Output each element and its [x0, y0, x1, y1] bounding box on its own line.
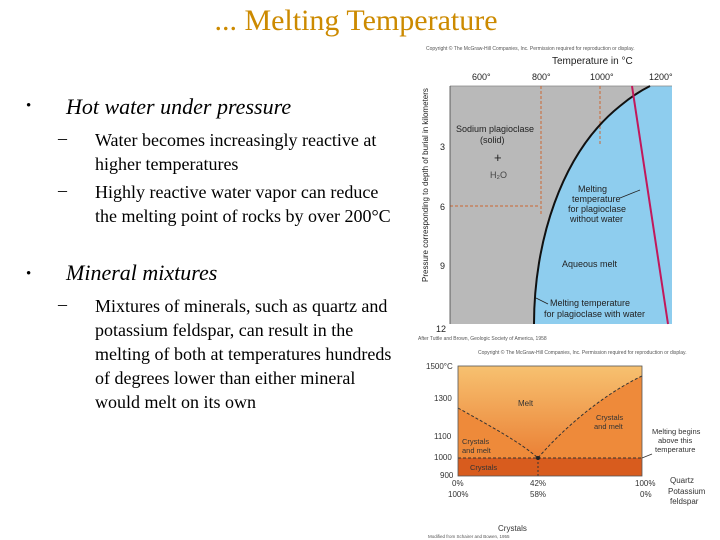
without-water-line4: without water: [569, 214, 623, 224]
figure2-credit: Modified from Schairer and Bowen, 1955: [428, 534, 510, 539]
crystals-melt-left-1: Crystals: [462, 437, 489, 446]
slide-title: ... Melting Temperature: [214, 4, 498, 37]
sub-bullet-vapor: Highly reactive water vapor can reduce t…: [95, 182, 391, 226]
figure2-copyright: Copyright © The McGraw-Hill Companies, I…: [478, 349, 687, 356]
melting-begins-3: temperature: [655, 445, 695, 454]
solid-label-line1: Sodium plagioclase: [456, 124, 534, 134]
bullet-mineral-mixtures: Mineral mixtures: [66, 260, 218, 285]
melting-begins-2: above this: [658, 436, 692, 445]
y-tick-900: 900: [440, 471, 454, 480]
x-tick-800: 800°: [532, 72, 551, 82]
bullet-hot-water: Hot water under pressure: [66, 94, 292, 119]
melt-label: Melt: [518, 399, 534, 408]
quartz-label: Quartz: [670, 476, 694, 485]
h2o-label: H₂O: [490, 170, 507, 180]
y-tick-6: 6: [440, 202, 445, 212]
x-tick-1000: 1000°: [590, 72, 614, 82]
aqueous-melt-label: Aqueous melt: [562, 259, 618, 269]
liquidus-left: [457, 407, 539, 459]
sub-bullet-reactive: Water becomes increasingly reactive at h…: [95, 130, 377, 174]
without-water-line2: temperature: [572, 194, 621, 204]
feldspar-pct-0: 0%: [640, 490, 652, 499]
feldspar-pct-58: 58%: [530, 490, 546, 499]
y-tick-1100: 1100: [434, 432, 452, 441]
crystals-melt-right-1: Crystals: [596, 413, 623, 422]
without-water-line1: Melting: [578, 184, 607, 194]
feldspar-label-2: feldspar: [670, 497, 699, 506]
dash-glyph: –: [58, 180, 67, 200]
y-tick-1500: 1500°C: [426, 362, 453, 371]
with-water-line1: Melting temperature: [550, 298, 630, 308]
crystals-and-melt-left: [458, 408, 538, 458]
y-tick-1000: 1000: [434, 453, 452, 462]
y-tick-3: 3: [440, 142, 445, 152]
bullet-glyph: •: [26, 98, 32, 114]
y-tick-12: 12: [436, 324, 446, 334]
plus-sign: +: [494, 150, 502, 165]
crystals-field: [458, 458, 642, 476]
feldspar-label-1: Potassium: [668, 487, 706, 496]
quartz-pct-100: 100%: [635, 479, 655, 488]
quartz-feldspar-diagram: Copyright © The McGraw-Hill Companies, I…: [426, 349, 706, 539]
eutectic-point: [536, 456, 540, 460]
with-water-line2: for plagioclase with water: [544, 309, 645, 319]
crystals-label: Crystals: [470, 463, 497, 472]
x-tick-1200: 1200°: [649, 72, 673, 82]
crystals-melt-left-2: and melt: [462, 446, 492, 455]
bullet-glyph: •: [26, 266, 32, 282]
dash-glyph: –: [58, 294, 67, 314]
y-axis-title: Pressure corresponding to depth of buria…: [421, 88, 430, 282]
melting-curve-without-water: [631, 85, 669, 325]
crystals-and-melt-right: [538, 376, 642, 458]
figure1-credit: After Tuttle and Brown, Geologic Society…: [418, 336, 547, 342]
plot-frame: [457, 365, 643, 477]
x-axis-title: Temperature in °C: [552, 56, 633, 67]
feldspar-pct-100: 100%: [448, 490, 468, 499]
dash-glyph: –: [58, 128, 67, 148]
with-water-pointer: [535, 297, 549, 305]
melting-curve-with-water: [533, 85, 651, 325]
melting-begins-pointer: [641, 453, 653, 459]
crystals-melt-right-2: and melt: [594, 422, 624, 431]
y-tick-1300: 1300: [434, 394, 452, 403]
solid-label-line2: (solid): [480, 135, 505, 145]
plagioclase-melting-diagram: Copyright © The McGraw-Hill Companies, I…: [418, 45, 673, 342]
melting-begins-1: Melting begins: [652, 427, 701, 436]
melt-region: [534, 86, 672, 324]
figure1-copyright: Copyright © The McGraw-Hill Companies, I…: [426, 45, 635, 52]
without-water-line3: for plagioclase: [568, 204, 626, 214]
bottom-crystals-label: Crystals: [498, 524, 527, 533]
without-water-pointer: [619, 189, 641, 199]
quartz-pct-0: 0%: [452, 479, 464, 488]
sub-bullet-mixtures: Mixtures of minerals, such as quartz and…: [95, 296, 392, 412]
quartz-pct-42: 42%: [530, 479, 546, 488]
x-tick-600: 600°: [472, 72, 491, 82]
liquidus-right: [537, 375, 643, 459]
y-tick-9: 9: [440, 261, 445, 271]
